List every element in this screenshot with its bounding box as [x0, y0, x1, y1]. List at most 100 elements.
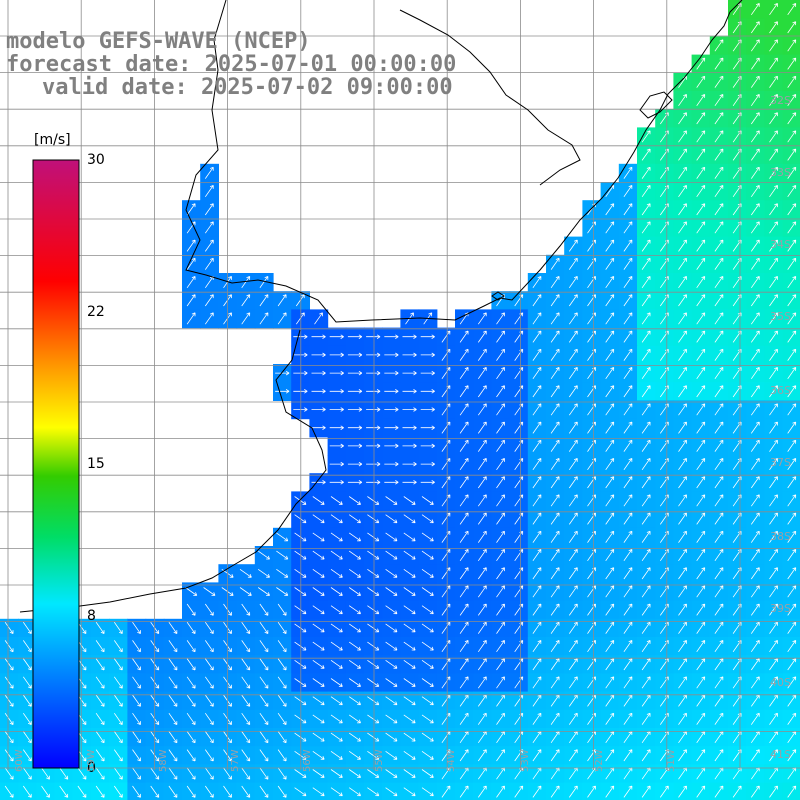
wind-cell	[618, 327, 638, 347]
wind-cell	[637, 273, 656, 292]
wind-arrow	[641, 439, 651, 452]
wind-cell	[709, 382, 729, 401]
wind-arrow	[787, 676, 797, 689]
wind-cell	[728, 109, 747, 128]
wind-cell	[655, 218, 674, 238]
wind-arrow	[532, 603, 542, 616]
wind-cell	[709, 691, 729, 711]
wind-cell	[637, 637, 656, 656]
wind-arrow	[95, 694, 105, 707]
wind-arrow	[696, 749, 706, 762]
wind-arrow	[330, 623, 343, 633]
wind-arrow	[605, 694, 615, 707]
wind-arrow	[550, 621, 560, 634]
wind-cell	[473, 436, 492, 456]
wind-arrow	[769, 348, 778, 361]
wind-arrow	[277, 658, 287, 671]
wind-arrow	[605, 403, 615, 416]
wind-arrow	[641, 403, 651, 416]
wind-arrow	[641, 749, 651, 762]
colorbar	[32, 159, 80, 769]
wind-arrow	[186, 658, 196, 671]
wind-cell	[655, 163, 674, 183]
wind-arrow	[787, 239, 797, 252]
wind-cell	[655, 600, 674, 620]
wind-arrow	[132, 749, 141, 762]
wind-cell	[618, 291, 638, 310]
wind-cell	[455, 509, 474, 529]
wind-cell	[200, 182, 219, 201]
wind-arrow	[4, 621, 14, 634]
wind-arrow	[714, 458, 724, 471]
wind-cell	[746, 582, 765, 602]
wind-arrow	[330, 769, 343, 778]
wind-arrow	[403, 641, 416, 651]
wind-arrow	[750, 112, 760, 125]
wind-cell	[691, 327, 711, 347]
wind-cell	[600, 309, 620, 329]
wind-arrow	[714, 221, 724, 234]
wind-cell	[600, 236, 620, 256]
wind-arrow	[276, 568, 289, 578]
wind-arrow	[532, 749, 542, 762]
wind-arrow	[714, 348, 724, 361]
wind-arrow	[550, 712, 560, 725]
wind-cell	[709, 182, 729, 201]
wind-cell	[691, 127, 711, 147]
wind-arrow	[714, 439, 724, 452]
wind-arrow	[367, 750, 380, 760]
wind-arrow	[678, 676, 687, 689]
wind-arrow	[95, 640, 105, 653]
wind-cell	[600, 764, 620, 784]
wind-cell	[637, 236, 656, 256]
wind-arrow	[550, 530, 560, 543]
wind-arrow	[714, 403, 724, 416]
wind-arrow	[550, 785, 560, 798]
wind-cell	[509, 691, 529, 711]
wind-cell	[746, 291, 765, 310]
wind-arrow	[312, 659, 325, 669]
wind-arrow	[550, 367, 560, 380]
wind-arrow	[385, 514, 398, 524]
wind-arrow	[769, 185, 778, 198]
wind-cell	[746, 728, 765, 747]
wind-cell	[546, 637, 565, 656]
wind-arrow	[568, 367, 578, 380]
wind-cell	[436, 491, 456, 511]
wind-arrow	[587, 785, 596, 798]
wind-arrow	[714, 312, 724, 325]
wind-cell	[473, 637, 492, 656]
wind-arrow	[769, 94, 778, 107]
wind-arrow	[769, 257, 778, 270]
wind-arrow	[750, 385, 760, 398]
wind-cell	[473, 382, 492, 401]
wind-arrow	[532, 658, 542, 671]
wind-arrow	[769, 694, 778, 707]
wind-cell	[236, 782, 256, 800]
wind-arrow	[259, 658, 269, 671]
wind-arrow	[678, 367, 687, 380]
wind-arrow	[203, 587, 216, 596]
wind-arrow	[348, 750, 361, 760]
wind-cell	[455, 673, 474, 693]
wind-arrow	[403, 587, 416, 596]
wind-cell	[691, 109, 711, 128]
wind-arrow	[714, 603, 724, 616]
wind-arrow	[420, 334, 435, 339]
wind-cell	[618, 254, 638, 274]
wind-cell	[546, 655, 565, 674]
wind-cell	[546, 600, 565, 620]
wind-arrow	[385, 532, 398, 542]
wind-cell	[618, 509, 638, 529]
wind-arrow	[678, 185, 687, 198]
wind-cell	[764, 382, 784, 401]
wind-cell	[746, 655, 765, 674]
wind-cell	[618, 655, 638, 674]
wind-cell	[655, 746, 674, 765]
wind-arrow	[750, 749, 760, 762]
wind-cell	[728, 91, 747, 110]
wind-cell	[728, 182, 747, 201]
wind-cell	[564, 600, 583, 620]
wind-cell	[527, 655, 547, 674]
wind-cell	[236, 309, 256, 329]
